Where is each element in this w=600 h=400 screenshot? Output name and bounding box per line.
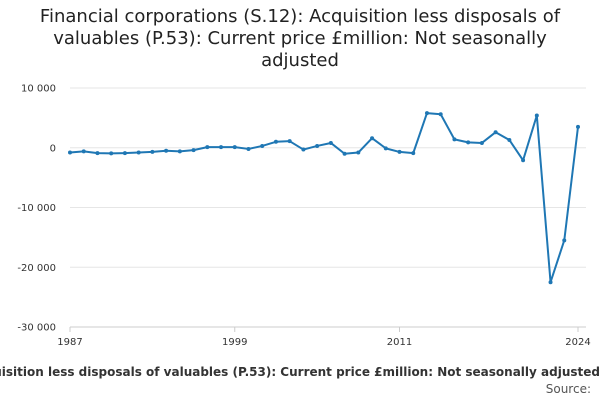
x-tick-label: 1987 xyxy=(57,337,82,348)
data-point xyxy=(273,139,278,144)
data-point xyxy=(397,149,402,154)
chart-title-line: valuables (P.53): Current price £million… xyxy=(53,28,547,49)
y-tick-label: -10 000 xyxy=(17,203,56,214)
x-tick-label: 2024 xyxy=(565,337,590,348)
data-point xyxy=(177,149,182,154)
y-tick-label: -30 000 xyxy=(17,323,56,334)
data-point xyxy=(548,280,553,285)
data-point xyxy=(164,148,169,153)
y-tick-label: 0 xyxy=(50,143,56,154)
source-label: Source: xyxy=(545,382,591,396)
chart-title: Financial corporations (S.12): Acquisiti… xyxy=(0,6,600,72)
data-point xyxy=(95,151,100,156)
data-point xyxy=(411,151,416,156)
series-line xyxy=(69,112,579,284)
chart-title-line: Financial corporations (S.12): Acquisiti… xyxy=(39,6,561,27)
data-point xyxy=(534,113,539,118)
data-point xyxy=(328,140,333,145)
data-point xyxy=(562,238,567,243)
series-group xyxy=(68,111,580,285)
legend-label: Financial corporations (S.12): Acquisiti… xyxy=(0,365,600,379)
data-point xyxy=(68,150,72,155)
data-point xyxy=(136,150,141,155)
data-point xyxy=(287,139,292,144)
data-point xyxy=(466,140,471,145)
data-point xyxy=(424,111,429,116)
data-point xyxy=(576,124,580,129)
legend: Financial corporations (S.12): Acquisiti… xyxy=(0,365,600,383)
data-point xyxy=(356,150,361,155)
data-point xyxy=(315,143,320,148)
data-point xyxy=(191,148,196,153)
x-tick-label: 2011 xyxy=(387,337,412,348)
data-point xyxy=(342,151,347,156)
y-axis-ticks: 10 000 0 -10 000 -20 000 -30 000 xyxy=(17,84,56,334)
y-tick-label: -20 000 xyxy=(17,263,56,274)
data-point xyxy=(521,158,526,163)
data-point xyxy=(150,149,155,154)
data-point xyxy=(205,145,210,150)
data-point xyxy=(370,136,375,141)
x-axis: 1987 1999 2011 2024 xyxy=(57,327,591,348)
data-point xyxy=(507,137,512,142)
y-tick-label: 10 000 xyxy=(21,84,56,95)
data-point xyxy=(232,145,237,150)
data-point xyxy=(479,140,484,145)
grid-lines xyxy=(70,87,586,328)
data-point xyxy=(383,146,388,151)
data-point xyxy=(301,147,306,152)
data-point xyxy=(260,143,265,148)
chart-title-line: adjusted xyxy=(261,50,339,71)
data-point xyxy=(246,146,251,151)
data-point xyxy=(109,151,114,156)
data-point xyxy=(493,130,498,135)
data-point xyxy=(122,151,127,156)
data-point xyxy=(219,145,224,150)
data-point xyxy=(438,112,443,117)
data-point xyxy=(81,149,86,154)
x-tick-label: 1999 xyxy=(222,337,247,348)
data-point xyxy=(452,137,457,142)
